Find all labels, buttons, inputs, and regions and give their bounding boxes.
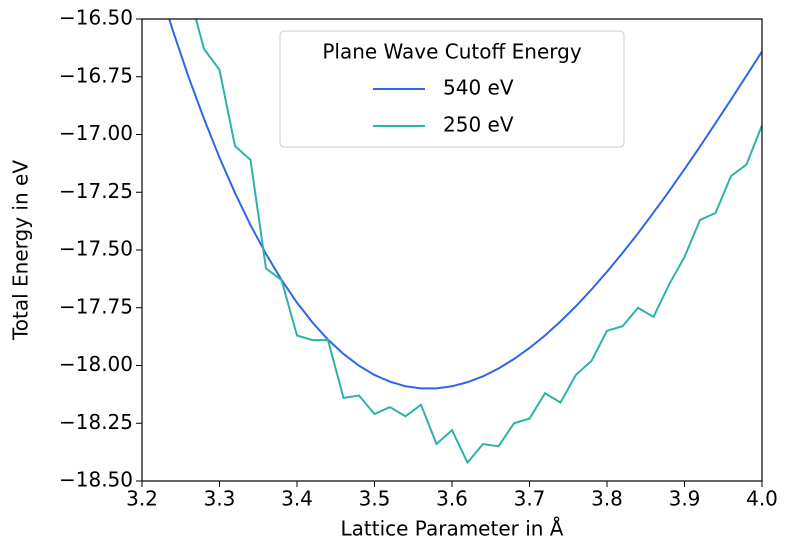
y-tick-label: −16.50 [59, 6, 133, 30]
x-tick-label: 4.0 [746, 487, 778, 511]
y-tick-label: −18.25 [59, 410, 133, 434]
x-tick-label: 3.3 [204, 487, 236, 511]
y-tick-label: −18.50 [59, 468, 133, 492]
x-axis-label: Lattice Parameter in Å [341, 517, 564, 541]
y-tick-label: −17.75 [59, 294, 133, 318]
series-line [168, 19, 762, 390]
legend-title: Plane Wave Cutoff Energy [322, 40, 582, 64]
x-tick-label: 3.7 [514, 487, 546, 511]
y-axis-label: Total Energy in eV [9, 160, 33, 341]
y-tick-label: −17.50 [59, 237, 133, 261]
y-tick-label: −16.75 [59, 63, 133, 87]
x-tick-label: 3.5 [359, 487, 391, 511]
legend-box [279, 30, 625, 148]
x-tick-label: 3.2 [126, 487, 158, 511]
x-tick-label: 3.8 [591, 487, 623, 511]
series-line [194, 19, 762, 465]
legend-label: 250 eV [443, 113, 514, 137]
y-tick-label: −17.00 [59, 121, 133, 145]
x-tick-label: 3.4 [281, 487, 313, 511]
x-tick-label: 3.9 [669, 487, 701, 511]
plot-lines [168, 19, 762, 465]
x-tick-label: 3.6 [436, 487, 468, 511]
y-tick-label: −17.25 [59, 179, 133, 203]
y-tick-label: −18.00 [59, 352, 133, 376]
legend-label: 540 eV [443, 76, 514, 100]
